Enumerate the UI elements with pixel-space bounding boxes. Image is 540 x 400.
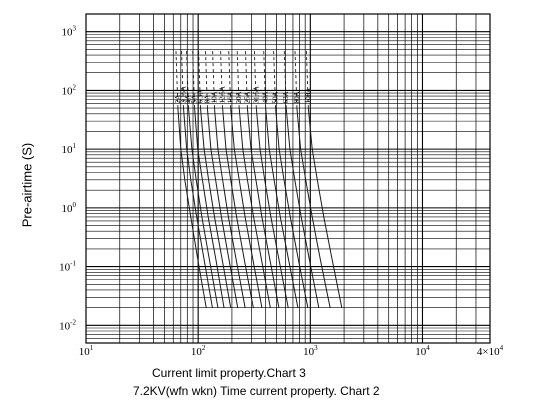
curve-extension-40A [263,49,267,109]
curve-16A [230,108,263,308]
curve-label-40A: 40A [262,91,270,103]
x-tick-exponent: 2 [202,344,206,352]
curve-4A [188,108,219,308]
chart-grid [85,13,491,344]
curve-extension-3.15A [181,49,184,109]
x-tick-exponent: 4 [426,344,430,352]
curve-extension-63A [283,49,287,109]
curve-6.3A [200,108,232,308]
curve-extension-10A [212,49,215,109]
curve-label-3.15A: 3.15A [180,86,188,103]
curve-label-31.5A: 31.5A [252,86,260,103]
curve-label-6.3A: 6.3A [197,90,205,104]
curve-label-63A: 63A [282,91,290,103]
x-tick-label: 102 [191,344,206,358]
curve-label-5A: 5A [191,95,199,104]
y-tick-exponent: 2 [73,83,77,91]
y-axis-label-box: Pre-airtime (S) [17,143,37,228]
curve-extension-31.5A [253,49,257,109]
curve-20A [238,108,271,308]
curve-50A [275,108,309,308]
plot-frame [85,13,491,344]
curve-extension-5A [192,49,196,109]
curve-label-50A: 50A [272,91,280,103]
curve-extension-100A [305,49,309,109]
curve-40A [265,108,299,308]
x-tick-label: 101 [79,344,94,358]
y-tick-label: 101 [62,142,77,156]
x-tick-label: 104 [415,344,430,358]
curve-label-10A: 10A [211,91,219,103]
curve-25A [246,108,280,308]
x-tick-exponent: 4 [500,344,504,352]
y-tick-label: 10-1 [59,260,76,274]
curve-80A [296,108,331,308]
curve-3.15A [183,108,213,308]
curve-extension-12.5A [220,49,224,109]
curve-extension-16A [228,49,232,109]
curve-label-4A: 4A [185,95,193,104]
y-tick-exponent: 1 [73,142,77,150]
curve-31.5A [255,108,289,308]
curve-label-16A: 16A [227,91,235,103]
chart-caption-primary: Current limit property.Chart 3 [152,366,306,380]
curve-extension-4A [186,49,189,109]
curve-label-100A: 100A [304,88,312,104]
curve-10A [214,108,246,308]
x-axis-ticks: 101 102 103 104 4×104 [79,344,504,358]
curve-12.5A [222,108,254,308]
curve-extension-8A [204,49,208,109]
x-tick-label: 4×104 [477,344,504,358]
y-tick-label: 102 [62,83,77,97]
curve-label-2A: 2A [174,95,182,104]
y-axis-label: Pre-airtime (S) [19,142,35,228]
curve-5A [194,108,225,308]
curve-63A [285,108,320,308]
curve-label-20A: 20A [235,91,243,103]
x-tick-label: 103 [303,344,318,358]
y-tick-exponent: 0 [73,201,77,209]
y-tick-label: 10-2 [59,318,76,332]
chart-curves [175,49,343,308]
curve-label-80A: 80A [293,91,301,103]
curve-100A [307,108,343,308]
y-tick-label: 100 [62,201,77,215]
curve-extension-20A [236,49,240,109]
x-tick-exponent: 3 [314,344,318,352]
y-tick-label: 103 [62,25,77,39]
y-tick-exponent: 3 [73,25,77,33]
curve-label-25A: 25A [243,91,251,103]
curve-extension-80A [294,49,298,109]
curve-extension-50A [273,49,277,109]
x-tick-exponent: 1 [90,344,94,352]
curve-extension-6.3A [198,49,201,109]
curve-extension-2A [175,49,179,109]
curve-label-12.5A: 12.5A [219,86,227,103]
curve-label-8A: 8A [203,95,211,104]
y-tick-exponent: -2 [70,318,76,326]
curve-8A [206,108,239,308]
y-tick-exponent: -1 [70,260,76,268]
curve-extension-25A [244,49,248,109]
chart-caption-secondary: 7.2KV(wfn wkn) Time current property. Ch… [133,384,380,398]
curve-2A [177,108,207,308]
